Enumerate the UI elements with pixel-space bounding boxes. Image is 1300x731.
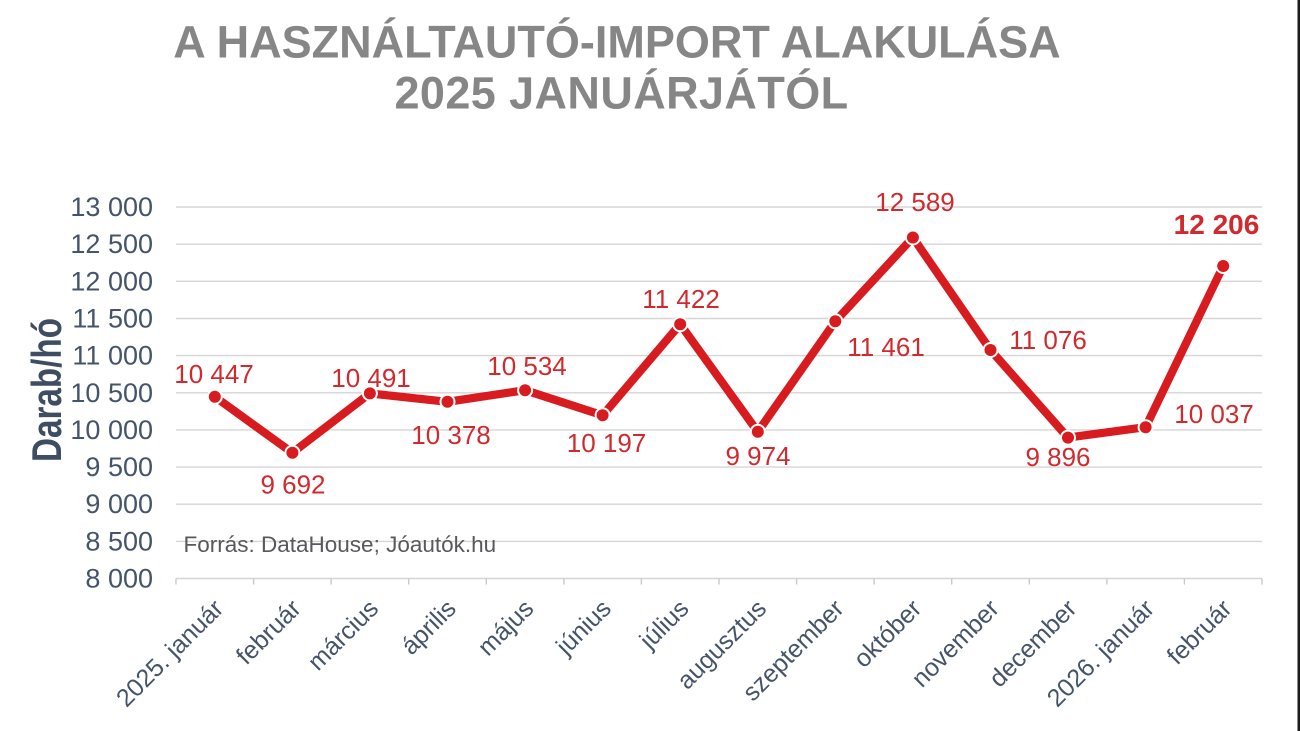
svg-text:10 500: 10 500	[70, 378, 153, 408]
svg-text:9 500: 9 500	[85, 452, 153, 482]
svg-text:12 206: 12 206	[1174, 209, 1260, 240]
svg-text:10 378: 10 378	[411, 420, 491, 450]
svg-text:10 491: 10 491	[331, 363, 411, 393]
svg-text:13 000: 13 000	[70, 192, 153, 222]
svg-text:10 447: 10 447	[174, 359, 254, 389]
svg-text:11 422: 11 422	[642, 284, 720, 314]
svg-text:9 896: 9 896	[1025, 442, 1090, 472]
svg-text:A HASZNÁLTAUTÓ-IMPORT ALAKULÁS: A HASZNÁLTAUTÓ-IMPORT ALAKULÁSA	[173, 17, 1060, 68]
svg-text:9 974: 9 974	[725, 441, 790, 471]
svg-text:10 197: 10 197	[567, 428, 647, 458]
svg-text:11 500: 11 500	[72, 304, 153, 334]
svg-text:8 500: 8 500	[85, 526, 153, 556]
svg-text:12 500: 12 500	[70, 229, 153, 259]
svg-text:12 000: 12 000	[70, 266, 153, 296]
svg-text:Forrás: DataHouse; Jóautók.hu: Forrás: DataHouse; Jóautók.hu	[184, 532, 497, 557]
svg-text:12 589: 12 589	[875, 187, 955, 217]
svg-text:9 692: 9 692	[260, 470, 325, 500]
svg-text:11 000: 11 000	[72, 341, 153, 371]
svg-text:10 037: 10 037	[1174, 399, 1254, 429]
svg-text:2025 JANUÁRJÁTÓL: 2025 JANUÁRJÁTÓL	[394, 68, 848, 119]
svg-text:8 000: 8 000	[85, 564, 153, 594]
svg-text:Darab/hó: Darab/hó	[23, 318, 70, 462]
svg-text:10 000: 10 000	[70, 415, 153, 445]
svg-text:11 076: 11 076	[1009, 325, 1087, 355]
svg-text:10 534: 10 534	[487, 351, 567, 381]
svg-text:9 000: 9 000	[85, 489, 153, 519]
svg-text:11 461: 11 461	[847, 332, 925, 362]
